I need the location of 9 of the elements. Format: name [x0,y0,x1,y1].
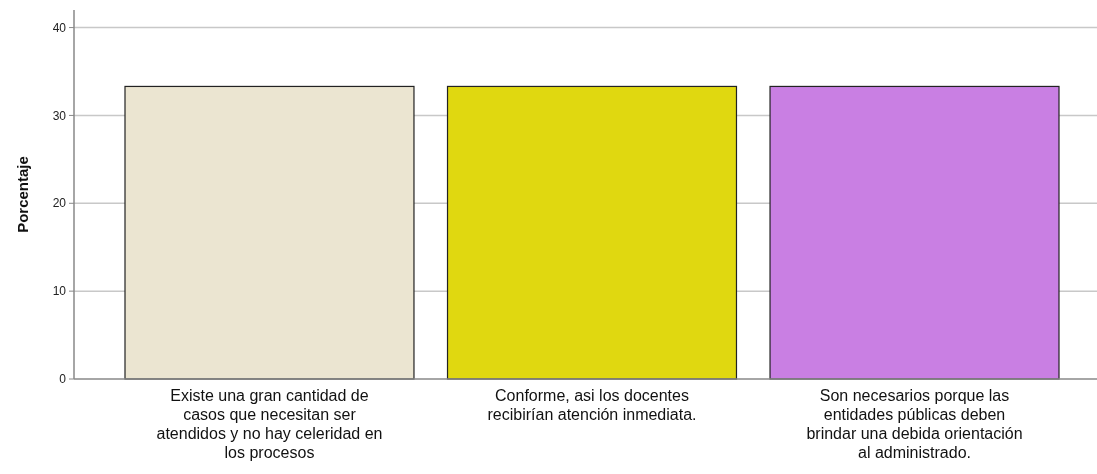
y-tick-label: 20 [52,196,67,211]
y-tick-label: 0 [59,372,67,387]
y-tick-label: 30 [52,108,67,123]
y-tick-label: 40 [52,20,67,35]
x-tick-label: Conforme, asi los docentes recibirían atención inmediata. [487,387,697,423]
y-tick-label: 10 [52,284,67,299]
x-tick-label: Son necesarios porque las entidades públicas deben brindar una debida orientación al administrado. [806,387,1023,461]
x-tick-label: Existe una gran cantidad de casos que necesitan ser atendidos y no hay celeridad en los procesos [156,387,383,461]
y-axis-title: Porcentaje [14,156,31,233]
